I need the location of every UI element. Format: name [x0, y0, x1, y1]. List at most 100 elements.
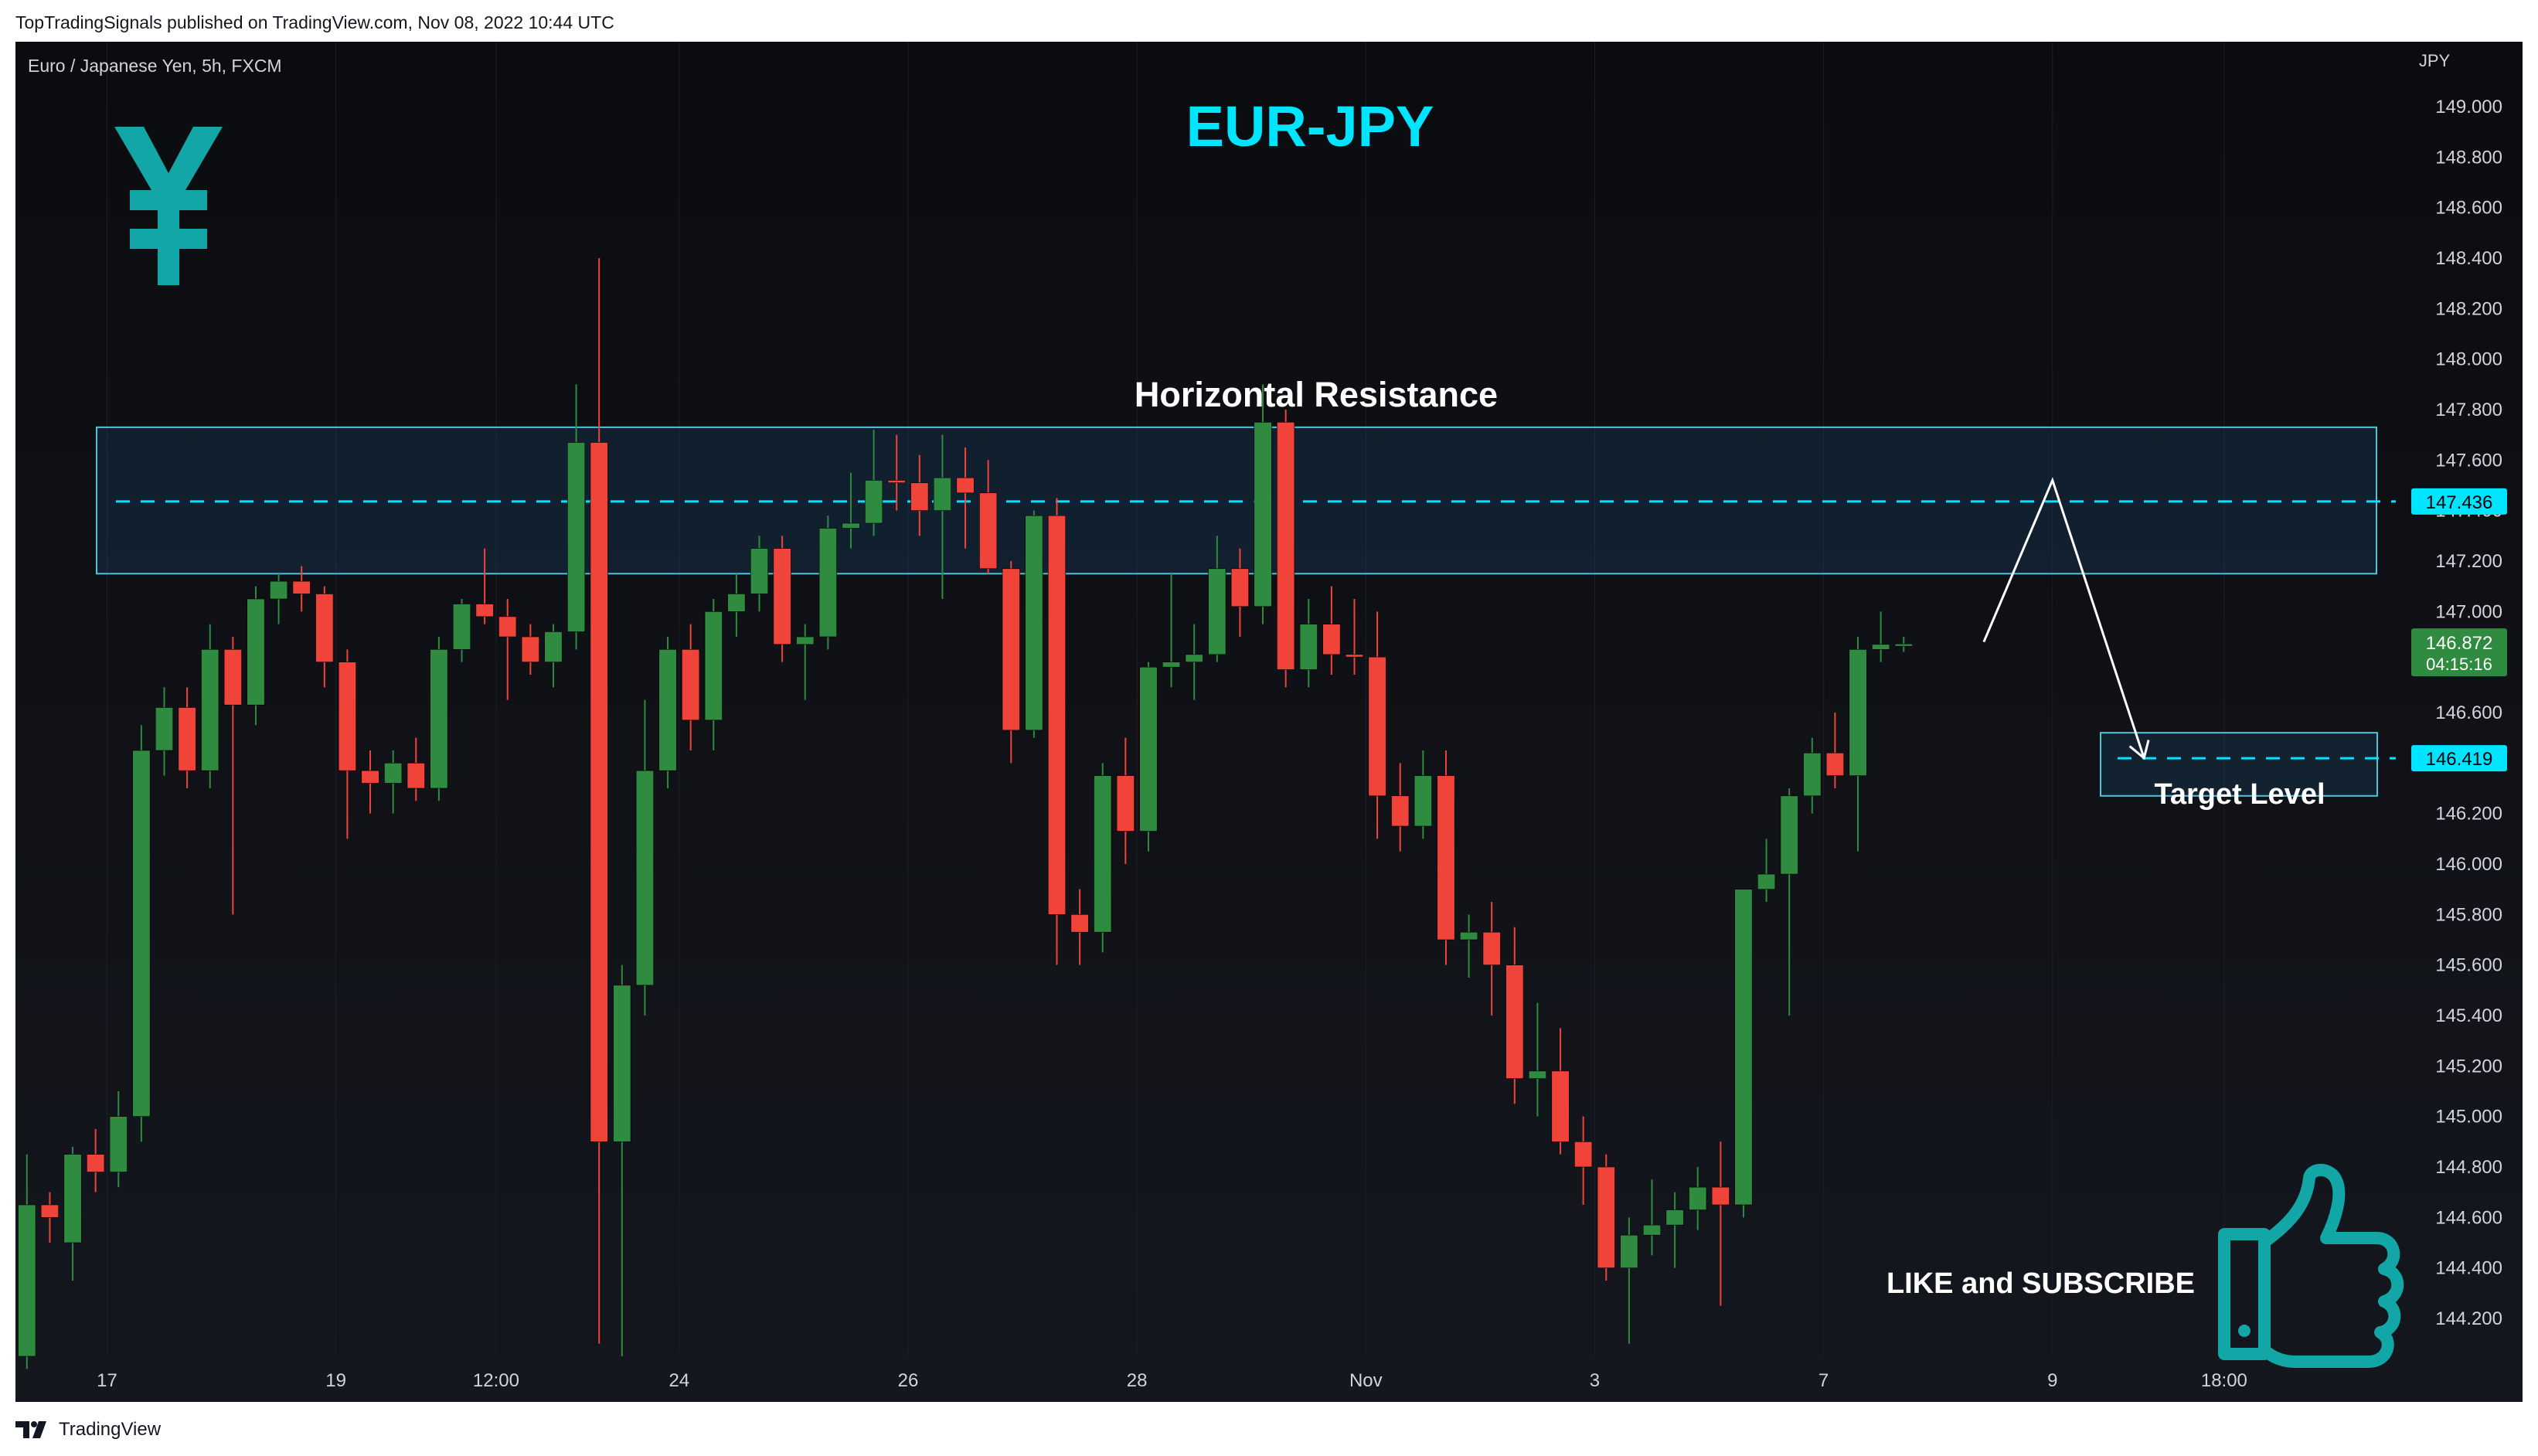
- candle-body: [750, 548, 769, 594]
- candle-body: [1574, 1141, 1593, 1168]
- candle-layer: [18, 258, 1913, 1369]
- candle-body: [910, 482, 929, 511]
- time-tick-label: 17: [97, 1370, 117, 1391]
- candle-body: [1825, 752, 1844, 776]
- time-tick-label: 19: [325, 1370, 346, 1391]
- tradingview-logo-icon[interactable]: [15, 1421, 51, 1438]
- candle-body: [270, 580, 288, 600]
- candle-body: [933, 477, 951, 511]
- candle-body: [1116, 775, 1135, 832]
- candle-body: [1368, 656, 1386, 797]
- candle-body: [1299, 624, 1318, 670]
- candle-body: [1070, 914, 1089, 933]
- candle-body: [567, 442, 586, 632]
- overlay-layer: [1982, 477, 2150, 760]
- candle-body: [1391, 795, 1410, 827]
- candle-body: [1894, 643, 1913, 647]
- candle-body: [1460, 931, 1478, 941]
- yen-icon: [114, 127, 223, 285]
- candle-body: [1162, 662, 1181, 668]
- candle-body: [407, 763, 425, 789]
- candle-body: [1345, 654, 1364, 658]
- price-tick-label: 147.800: [2435, 400, 2502, 420]
- candle-body: [796, 636, 815, 645]
- candle-body: [1711, 1186, 1730, 1206]
- candle-body: [1094, 775, 1112, 933]
- price-tick-label: 147.000: [2435, 601, 2502, 622]
- like-subscribe-text: LIKE and SUBSCRIBE: [1886, 1267, 2195, 1300]
- candle-body: [1780, 795, 1798, 875]
- time-tick-label: 18:00: [2201, 1370, 2247, 1391]
- price-axis-currency: JPY: [2419, 51, 2451, 70]
- candle-body: [201, 649, 219, 771]
- thumbs-up-icon[interactable]: [2218, 1164, 2404, 1368]
- price-tick-label: 148.600: [2435, 198, 2502, 219]
- price-badge: [2411, 488, 2507, 515]
- candle-body: [1665, 1209, 1684, 1226]
- candle-body: [1139, 666, 1158, 832]
- candle-body: [315, 594, 334, 662]
- candle-body: [1437, 775, 1455, 941]
- price-tick-label: 147.200: [2435, 551, 2502, 572]
- price-tick-label: 144.600: [2435, 1207, 2502, 1228]
- price-tick-label: 146.200: [2435, 804, 2502, 825]
- price-tick-label: 145.400: [2435, 1005, 2502, 1026]
- candle-body: [1322, 624, 1341, 655]
- footer: TradingView: [15, 1419, 161, 1441]
- candle-body: [40, 1204, 59, 1218]
- candle-body: [1230, 568, 1249, 607]
- grid-layer: [106, 42, 2225, 1356]
- price-badge-label: 146.419: [2426, 749, 2493, 770]
- price-badge-current: [2411, 628, 2507, 677]
- axis-layer: JPY 149.000 148.800 148.600 148.400 148.200 14…: [97, 51, 2507, 1391]
- candle-body: [384, 763, 403, 784]
- footer-brand[interactable]: TradingView: [59, 1419, 162, 1440]
- candle-body: [658, 649, 677, 771]
- price-tick-label: 145.600: [2435, 955, 2502, 976]
- price-tick-label: 148.200: [2435, 298, 2502, 319]
- candle-body: [223, 649, 242, 706]
- candle-body: [1642, 1224, 1662, 1236]
- candle-body: [1734, 889, 1753, 1206]
- candle-body: [1208, 568, 1226, 655]
- candle-body: [682, 649, 700, 721]
- candle-body: [613, 985, 631, 1142]
- candle-body: [887, 480, 906, 484]
- resistance-label: Horizontal Resistance: [1135, 375, 1498, 414]
- candle-body: [1872, 644, 1890, 650]
- candle-body: [155, 707, 174, 751]
- candle-body: [1803, 752, 1822, 797]
- candle-body: [178, 707, 196, 771]
- publisher-line: TopTradingSignals published on TradingVi…: [15, 12, 614, 32]
- symbol-info[interactable]: Euro / Japanese Yen, 5h, FXCM: [28, 56, 282, 76]
- candlestick-chart[interactable]: JPY 149.000 148.800 148.600 148.400 148.200 14…: [15, 42, 2523, 1402]
- candle-body: [1689, 1186, 1707, 1210]
- price-tick-label: 145.200: [2435, 1056, 2502, 1077]
- candle-body: [292, 580, 311, 594]
- candle-body: [1185, 654, 1203, 662]
- zone-layer: [96, 426, 2396, 797]
- time-tick-label: 24: [669, 1370, 689, 1391]
- projection-arrowhead: [2128, 740, 2150, 760]
- candle-body: [132, 750, 151, 1117]
- projection-path: [1982, 477, 2145, 759]
- candle-body: [727, 594, 746, 612]
- price-tick-label: 148.800: [2435, 147, 2502, 168]
- candle-body: [1620, 1234, 1638, 1268]
- chart-frame[interactable]: JPY 149.000 148.800 148.600 148.400 148.200 14…: [15, 42, 2523, 1402]
- candle-body: [498, 616, 517, 638]
- candle-body: [1597, 1166, 1615, 1268]
- time-tick-label: 12:00: [473, 1370, 519, 1391]
- chart-title: EUR-JPY: [1186, 94, 1434, 158]
- time-tick-label: 3: [1590, 1370, 1600, 1391]
- candle-body: [1849, 649, 1867, 776]
- time-tick-label: 7: [1818, 1370, 1829, 1391]
- price-tick-label: 148.400: [2435, 248, 2502, 269]
- target-label: Target Level: [2154, 778, 2325, 811]
- candle-body: [1757, 873, 1776, 890]
- candle-body: [109, 1116, 128, 1172]
- candle-body: [521, 636, 539, 662]
- price-tick-label: 146.000: [2435, 854, 2502, 875]
- candle-body: [63, 1154, 82, 1243]
- candle-body: [1551, 1070, 1570, 1142]
